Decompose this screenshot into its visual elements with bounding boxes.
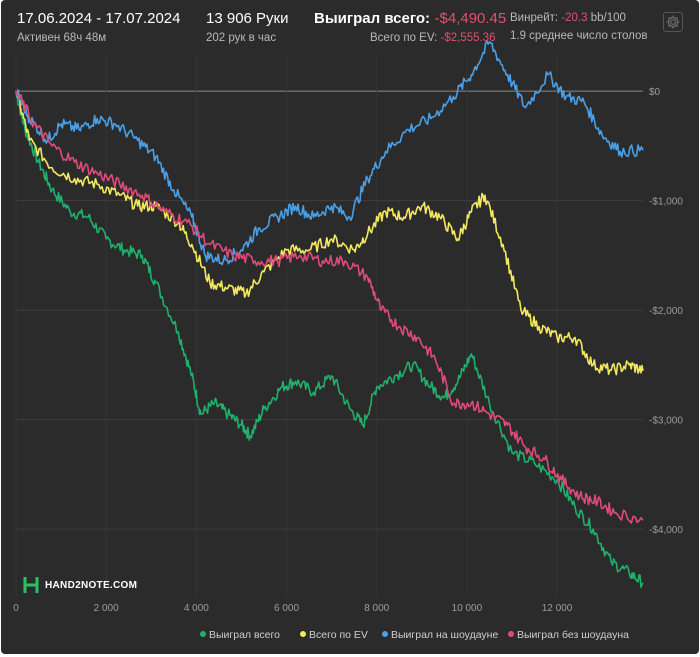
winrate-value: -20.3: [561, 12, 588, 24]
date-range: 17.06.2024 - 17.07.2024: [17, 10, 181, 27]
ev-total: Всего по EV: -$2,555.36: [370, 32, 495, 44]
won-total-value: -$4,490.45: [434, 10, 507, 27]
hands-count: 13 906 Руки: [206, 10, 289, 27]
winrate: Винрейт: -20.3 bb/100: [510, 12, 626, 24]
axes: $0 -$1,000 -$2,000 -$3,000 -$4,000 0 2 000 4 00…: [13, 87, 683, 614]
legend-dot: [382, 631, 388, 637]
series-line-3: [15, 40, 644, 266]
y-tick-label: -$3,000: [649, 416, 683, 427]
winrate-label: Винрейт:: [510, 12, 559, 24]
grid: [15, 55, 643, 597]
gear-icon: [666, 15, 680, 29]
y-tick-label: -$4,000: [649, 525, 683, 536]
ev-value: -$2,555.36: [440, 32, 496, 44]
won-total-label: Выиграл всего:: [314, 10, 431, 27]
legend-dot: [200, 631, 206, 637]
winrate-suffix: bb/100: [590, 12, 626, 24]
y-tick-label: -$1,000: [649, 197, 683, 208]
legend-label: Всего по EV: [309, 629, 368, 641]
logo-text: HAND2NOTE.COM: [45, 579, 138, 591]
x-tick-label: 6 000: [274, 603, 299, 614]
x-tick-label: 12 000: [542, 603, 573, 614]
legend-label: Выиграл на шоудауне: [391, 629, 498, 641]
hand2note-logo-icon: [23, 577, 39, 593]
legend: Выиграл всего Всего по EV Выиграл на шоуда…: [200, 629, 629, 641]
hands-per-hour: 202 рук в час: [206, 32, 277, 44]
x-tick-label: 2 000: [94, 603, 119, 614]
avg-tables: 1.9 среднее число столов: [510, 30, 648, 42]
x-tick-label: 0: [13, 603, 19, 614]
legend-dot: [508, 631, 514, 637]
series-line-1: [15, 90, 644, 589]
series-line-2: [15, 90, 644, 376]
x-tick-label: 8 000: [364, 603, 389, 614]
x-tick-label: 10 000: [452, 603, 483, 614]
legend-label: Выиграл всего: [209, 629, 280, 641]
y-tick-label: -$2,000: [649, 306, 683, 317]
x-tick-label: 4 000: [184, 603, 209, 614]
ev-label: Всего по EV:: [370, 32, 438, 44]
legend-label: Выиграл без шоудауна: [517, 629, 629, 641]
logo: HAND2NOTE.COM: [23, 575, 137, 595]
series-lines: [15, 40, 644, 589]
active-time: Активен 68ч 48м: [17, 32, 107, 44]
settings-button[interactable]: [663, 12, 683, 32]
won-total: Выиграл всего: -$4,490.45: [314, 10, 506, 28]
y-tick-label: $0: [649, 87, 661, 98]
series-line-4: [15, 90, 644, 524]
legend-dot: [300, 631, 306, 637]
